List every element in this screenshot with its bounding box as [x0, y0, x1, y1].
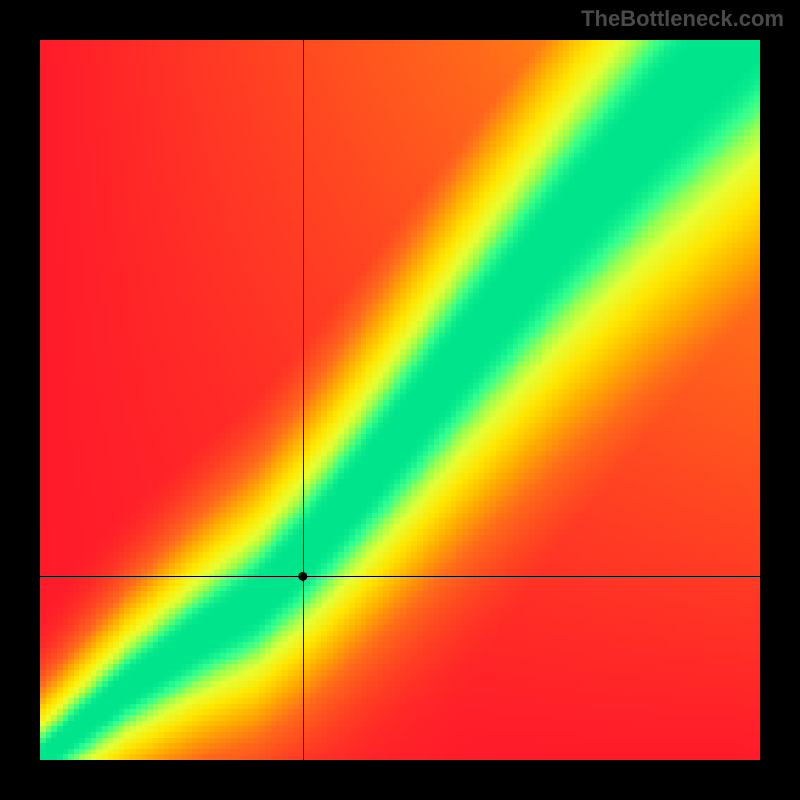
heatmap-plot [40, 40, 760, 760]
watermark-text: TheBottleneck.com [581, 6, 784, 32]
heatmap-canvas [40, 40, 760, 760]
